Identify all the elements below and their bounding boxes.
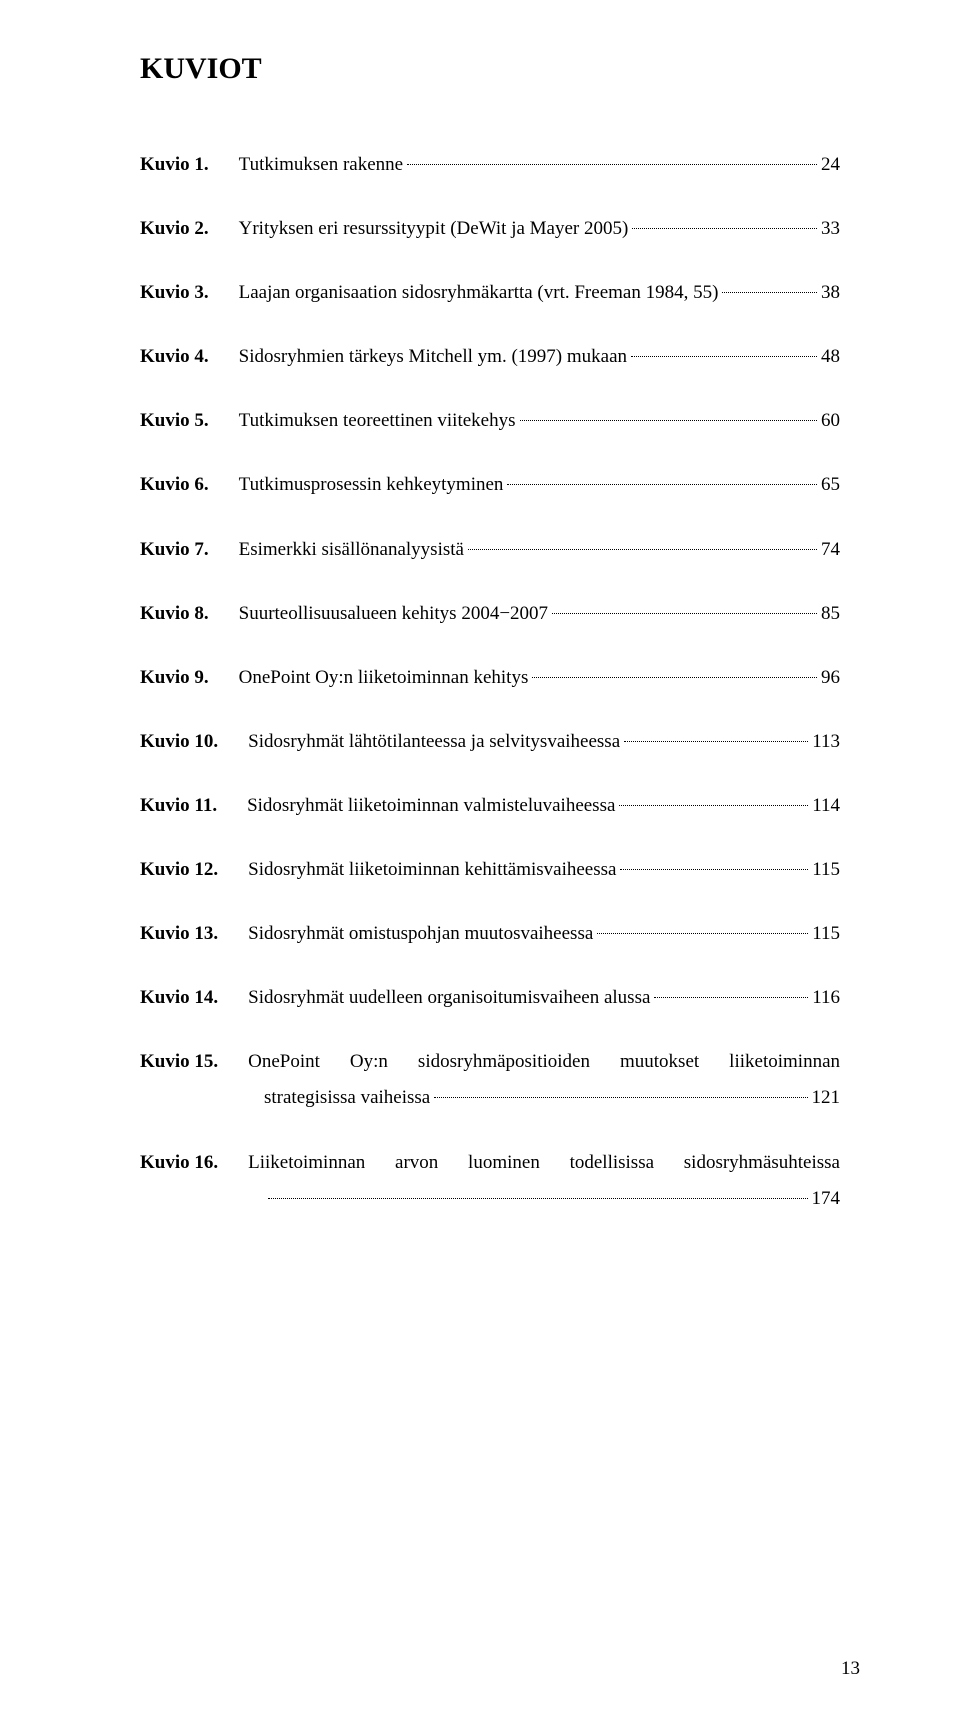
toc-entry-desc: Esimerkki sisällönanalyysistä xyxy=(239,532,464,568)
toc-entry-desc: Tutkimusprosessin kehkeytyminen xyxy=(239,467,504,503)
toc-entry-page: 116 xyxy=(812,980,840,1016)
toc-entry-desc: Sidosryhmät omistuspohjan muutosvaiheess… xyxy=(248,916,593,952)
toc-entry-label: Kuvio 5. xyxy=(140,403,239,439)
toc-entry: Kuvio 11.Sidosryhmät liiketoiminnan valm… xyxy=(140,788,840,824)
toc-entry-page: 24 xyxy=(821,147,840,183)
toc-entry-label: Kuvio 3. xyxy=(140,275,239,311)
toc-entry-label: Kuvio 10. xyxy=(140,724,248,760)
toc-entry-page: 115 xyxy=(812,852,840,888)
leader-dots xyxy=(619,805,808,806)
leader-dots xyxy=(532,677,817,678)
toc-entry: Kuvio 7.Esimerkki sisällönanalyysistä 74 xyxy=(140,532,840,568)
toc-entry-label: Kuvio 12. xyxy=(140,852,248,888)
leader-dots xyxy=(407,164,817,165)
toc-entry-label: Kuvio 16. xyxy=(140,1145,248,1181)
leader-dots xyxy=(722,292,817,293)
toc-entry-label: Kuvio 4. xyxy=(140,339,239,375)
toc-entry-page: 60 xyxy=(821,403,840,439)
toc-entry-page: 96 xyxy=(821,660,840,696)
toc-entry-label: Kuvio 1. xyxy=(140,147,239,183)
toc-entry-page: 38 xyxy=(821,275,840,311)
toc-entry-page: 121 xyxy=(812,1080,841,1116)
toc-entry: Kuvio 6.Tutkimusprosessin kehkeytyminen 6… xyxy=(140,467,840,503)
toc-entry-label: Kuvio 6. xyxy=(140,467,239,503)
toc-entry: Kuvio 12.Sidosryhmät liiketoiminnan kehi… xyxy=(140,852,840,888)
toc-entry: Kuvio 2.Yrityksen eri resurssityypit (De… xyxy=(140,211,840,247)
leader-dots xyxy=(468,549,817,550)
leader-dots xyxy=(507,484,817,485)
toc-entry-desc: Sidosryhmät uudelleen organisoitumisvaih… xyxy=(248,980,650,1016)
toc-entry-desc: Tutkimuksen rakenne xyxy=(239,147,403,183)
toc-entry: Kuvio 8.Suurteollisuusalueen kehitys 200… xyxy=(140,596,840,632)
page-number: 13 xyxy=(841,1651,860,1687)
toc-entry: Kuvio 4.Sidosryhmien tärkeys Mitchell ym… xyxy=(140,339,840,375)
toc-entry-desc: Tutkimuksen teoreettinen viitekehys xyxy=(239,403,516,439)
leader-dots xyxy=(597,933,808,934)
toc-entry-desc: Sidosryhmien tärkeys Mitchell ym. (1997)… xyxy=(239,339,627,375)
toc-entry-desc: OnePoint Oy:n liiketoiminnan kehitys xyxy=(239,660,529,696)
leader-dots xyxy=(631,356,817,357)
toc-entry-desc: Sidosryhmät liiketoiminnan kehittämisvai… xyxy=(248,852,616,888)
toc-entry-page: 115 xyxy=(812,916,840,952)
toc-entry-15: Kuvio 15. OnePoint Oy:n sidosryhmäpositi… xyxy=(140,1044,840,1116)
toc-entry-page: 74 xyxy=(821,532,840,568)
leader-dots xyxy=(434,1097,807,1098)
leader-dots xyxy=(620,869,808,870)
toc-entry-label: Kuvio 13. xyxy=(140,916,248,952)
toc-entry-desc-line1: OnePoint Oy:n sidosryhmäpositioiden muut… xyxy=(248,1044,840,1080)
toc-entry-page: 48 xyxy=(821,339,840,375)
toc-entry-desc: Yrityksen eri resurssityypit (DeWit ja M… xyxy=(239,211,629,247)
leader-dots xyxy=(268,1198,808,1199)
toc-entry-label: Kuvio 14. xyxy=(140,980,248,1016)
toc-entry-page: 33 xyxy=(821,211,840,247)
toc-entry: Kuvio 14.Sidosryhmät uudelleen organisoi… xyxy=(140,980,840,1016)
toc-entry-desc-line1: Liiketoiminnan arvon luominen todellisis… xyxy=(248,1145,840,1181)
document-page: KUVIOT Kuvio 1.Tutkimuksen rakenne24Kuvi… xyxy=(0,0,960,1727)
toc-entry-label: Kuvio 11. xyxy=(140,788,247,824)
toc-entry-label: Kuvio 9. xyxy=(140,660,239,696)
leader-dots xyxy=(654,997,808,998)
leader-dots xyxy=(632,228,817,229)
toc-entry-desc: Suurteollisuusalueen kehitys 2004−2007 xyxy=(239,596,548,632)
toc-entry-label: Kuvio 2. xyxy=(140,211,239,247)
toc-entry-page: 174 xyxy=(812,1181,841,1217)
toc-entry: Kuvio 10.Sidosryhmät lähtötilanteessa ja… xyxy=(140,724,840,760)
toc-entry-page: 114 xyxy=(812,788,840,824)
page-heading: KUVIOT xyxy=(140,40,840,97)
toc-entry-desc: Sidosryhmät liiketoiminnan valmisteluvai… xyxy=(247,788,615,824)
toc-entry: Kuvio 3.Laajan organisaation sidosryhmäk… xyxy=(140,275,840,311)
leader-dots xyxy=(624,741,808,742)
toc-entry-label: Kuvio 7. xyxy=(140,532,239,568)
toc-entry-desc: Sidosryhmät lähtötilanteessa ja selvitys… xyxy=(248,724,620,760)
leader-dots xyxy=(552,613,817,614)
leader-dots xyxy=(520,420,818,421)
toc-list: Kuvio 1.Tutkimuksen rakenne 24 Kuvio 2.Yri… xyxy=(140,147,840,1016)
toc-entry-page: 113 xyxy=(812,724,840,760)
toc-entry-desc: Laajan organisaation sidosryhmäkartta (v… xyxy=(239,275,719,311)
toc-entry-16: Kuvio 16. Liiketoiminnan arvon luominen … xyxy=(140,1145,840,1217)
toc-entry: Kuvio 9.OnePoint Oy:n liiketoiminnan keh… xyxy=(140,660,840,696)
toc-entry: Kuvio 1.Tutkimuksen rakenne 24 xyxy=(140,147,840,183)
toc-entry: Kuvio 13.Sidosryhmät omistuspohjan muuto… xyxy=(140,916,840,952)
toc-entry-label: Kuvio 8. xyxy=(140,596,239,632)
toc-entry-label: Kuvio 15. xyxy=(140,1044,248,1080)
toc-entry-page: 65 xyxy=(821,467,840,503)
toc-entry-page: 85 xyxy=(821,596,840,632)
toc-entry: Kuvio 5.Tutkimuksen teoreettinen viiteke… xyxy=(140,403,840,439)
toc-entry-desc-line2: strategisissa vaiheissa xyxy=(264,1080,430,1116)
